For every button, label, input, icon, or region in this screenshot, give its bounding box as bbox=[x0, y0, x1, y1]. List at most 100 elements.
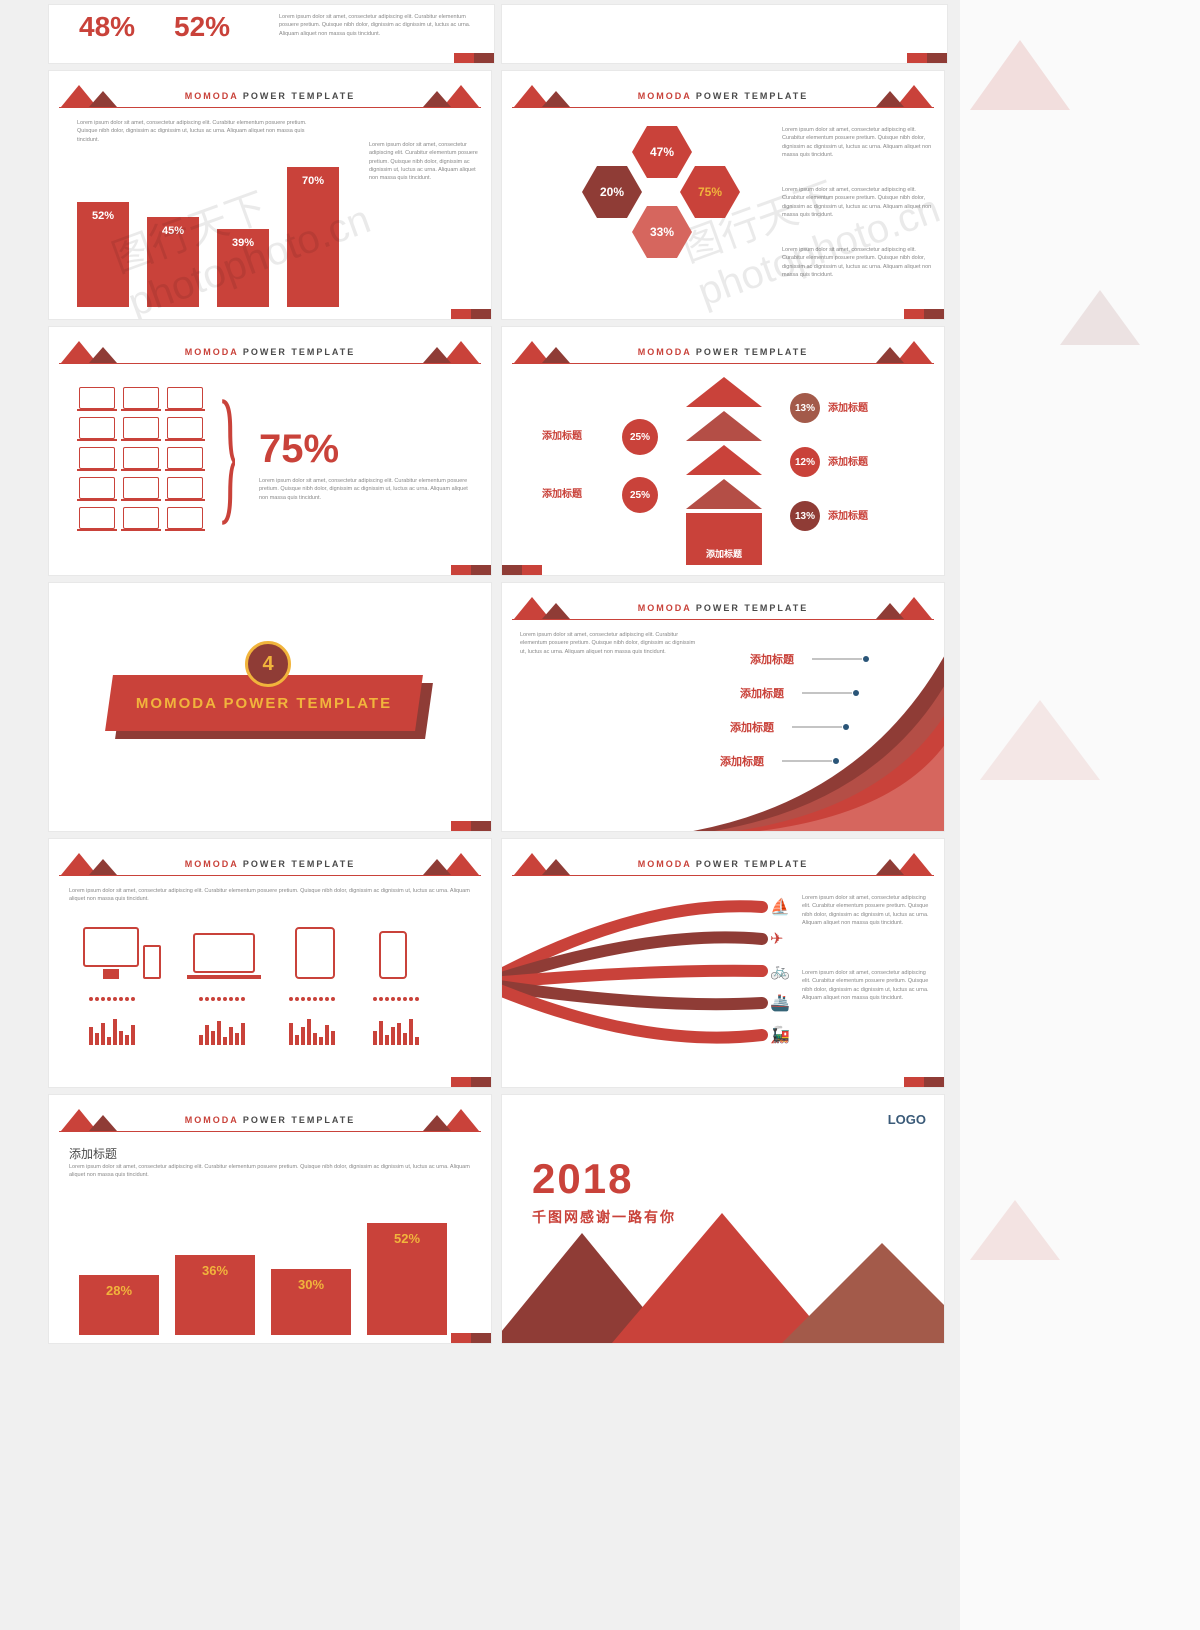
right-circle-1: 13% bbox=[790, 393, 820, 423]
laptop-icon bbox=[123, 417, 159, 439]
footer-tab bbox=[907, 53, 947, 63]
logo-text: LOGO bbox=[888, 1113, 926, 1127]
slide-title: MOMODA POWER TEMPLATE bbox=[49, 1115, 491, 1125]
mountain-header: MOMODA POWER TEMPLATE bbox=[49, 1103, 491, 1141]
mountain-header: MOMODA POWER TEMPLATE bbox=[49, 79, 491, 117]
dots bbox=[199, 997, 245, 1001]
lorem-text: Lorem ipsum dolor sit amet, consectetur … bbox=[259, 477, 471, 502]
bar: 70% bbox=[287, 167, 339, 307]
dots bbox=[289, 997, 335, 1001]
laptop-icon bbox=[123, 507, 159, 529]
bar: 45% bbox=[147, 217, 199, 307]
laptop-icon bbox=[167, 507, 203, 529]
dots bbox=[89, 997, 135, 1001]
bar-label: 52% bbox=[367, 1231, 447, 1246]
slide-grid: 48% 52% Lorem ipsum dolor sit amet, cons… bbox=[48, 0, 948, 1344]
bar-label: 36% bbox=[175, 1263, 255, 1278]
pct-right: 52% bbox=[174, 11, 230, 43]
laptop-icon bbox=[123, 447, 159, 469]
slide-title: MOMODA POWER TEMPLATE bbox=[49, 347, 491, 357]
laptop-icon bbox=[123, 387, 159, 409]
hexagon: 47% bbox=[632, 126, 692, 178]
laptop-icon bbox=[167, 417, 203, 439]
right-label-1: 添加标题 bbox=[828, 399, 868, 414]
phone-icon bbox=[379, 931, 407, 979]
lorem-text: Lorem ipsum dolor sit amet, consectetur … bbox=[802, 969, 932, 1002]
hexagon: 33% bbox=[632, 206, 692, 258]
bar-label: 39% bbox=[217, 237, 269, 249]
slide-arrow-circles: MOMODA POWER TEMPLATE 添加标题 25% 添加标题 25% … bbox=[501, 326, 945, 576]
right-label-2: 添加标题 bbox=[828, 453, 868, 468]
side-thumbnail-strip bbox=[960, 0, 1200, 1630]
footer-tab bbox=[451, 1077, 491, 1087]
slide-top-left: 48% 52% Lorem ipsum dolor sit amet, cons… bbox=[48, 4, 495, 64]
laptop-icon bbox=[167, 477, 203, 499]
right-circle-3: 13% bbox=[790, 501, 820, 531]
laptop-icon bbox=[193, 933, 255, 973]
slide-devices: MOMODA POWER TEMPLATE Lorem ipsum dolor … bbox=[48, 838, 492, 1088]
left-label-2: 添加标题 bbox=[542, 485, 582, 500]
section-badge: 4 bbox=[245, 641, 291, 687]
arrow-label: 添加标题 bbox=[686, 547, 762, 560]
lorem-text: Lorem ipsum dolor sit amet, consectetur … bbox=[369, 141, 479, 182]
tablet-icon bbox=[295, 927, 335, 979]
laptop-icon bbox=[79, 507, 115, 529]
slide-bar-chart-2: MOMODA POWER TEMPLATE 添加标题 Lorem ipsum d… bbox=[48, 1094, 492, 1344]
bar-label: 45% bbox=[147, 225, 199, 237]
subtitle: 添加标题 bbox=[69, 1145, 117, 1162]
footer-tab bbox=[904, 309, 944, 319]
laptop-icon bbox=[79, 417, 115, 439]
bar: 39% bbox=[217, 229, 269, 307]
footer-tab bbox=[451, 309, 491, 319]
bar: 36% bbox=[175, 1255, 255, 1335]
left-circle-2: 25% bbox=[622, 477, 658, 513]
laptop-icon bbox=[79, 387, 115, 409]
lorem-text: Lorem ipsum dolor sit amet, consectetur … bbox=[782, 126, 932, 159]
train-icon: 🚂 bbox=[770, 1025, 790, 1045]
lorem-text: Lorem ipsum dolor sit amet, consectetur … bbox=[77, 119, 311, 144]
slide-end: LOGO 2018 千图网感谢一路有你 bbox=[501, 1094, 945, 1344]
desktop-icon bbox=[83, 927, 139, 967]
bar: 30% bbox=[271, 1269, 351, 1335]
slide-title: MOMODA POWER TEMPLATE bbox=[502, 347, 944, 357]
lorem-text: Lorem ipsum dolor sit amet, consectetur … bbox=[782, 246, 932, 279]
lorem-text: Lorem ipsum dolor sit amet, consectetur … bbox=[782, 186, 932, 219]
right-circle-2: 12% bbox=[790, 447, 820, 477]
laptop-icon bbox=[79, 477, 115, 499]
lorem-text: Lorem ipsum dolor sit amet, consectetur … bbox=[279, 13, 482, 38]
bar-chart: 52% 45% 39% 70% bbox=[77, 157, 377, 307]
lorem-text: Lorem ipsum dolor sit amet, consectetur … bbox=[69, 1163, 471, 1180]
brace-icon bbox=[219, 387, 235, 537]
mountain-header: MOMODA POWER TEMPLATE bbox=[49, 847, 491, 885]
area-label-4: 添加标题 bbox=[720, 753, 764, 769]
footer-tab bbox=[904, 1077, 944, 1087]
bar-label: 52% bbox=[77, 210, 129, 222]
mountain-header: MOMODA POWER TEMPLATE bbox=[502, 335, 944, 373]
year: 2018 bbox=[532, 1155, 633, 1203]
mountain-header: MOMODA POWER TEMPLATE bbox=[49, 335, 491, 373]
laptop-icon bbox=[79, 447, 115, 469]
sailboat-icon: ⛵ bbox=[770, 897, 790, 917]
bicycle-icon: 🚲 bbox=[770, 961, 790, 981]
mini-bar-group bbox=[289, 1015, 335, 1045]
right-label-3: 添加标题 bbox=[828, 507, 868, 522]
area-label-3: 添加标题 bbox=[730, 719, 774, 735]
area-label-2: 添加标题 bbox=[740, 685, 784, 701]
mini-bar-group bbox=[373, 1015, 419, 1045]
left-circle-1: 25% bbox=[622, 419, 658, 455]
bar: 28% bbox=[79, 1275, 159, 1335]
laptop-icon bbox=[123, 477, 159, 499]
footer-tab bbox=[502, 565, 542, 575]
ship-icon: 🚢 bbox=[770, 993, 790, 1013]
bar-label: 30% bbox=[271, 1277, 351, 1292]
lorem-text: Lorem ipsum dolor sit amet, consectetur … bbox=[69, 887, 471, 904]
pct-left: 48% bbox=[79, 11, 135, 43]
slide-title: MOMODA POWER TEMPLATE bbox=[49, 91, 491, 101]
slide-title: MOMODA POWER TEMPLATE bbox=[49, 859, 491, 869]
desktop-tower-icon bbox=[143, 945, 161, 979]
slide-top-right bbox=[501, 4, 948, 64]
mini-bar-group bbox=[89, 1015, 135, 1045]
swoosh-lines bbox=[502, 839, 945, 1088]
slide-swoosh: MOMODA POWER TEMPLATE ⛵ ✈ 🚲 🚢 🚂 Lorem ip… bbox=[501, 838, 945, 1088]
laptop-icon bbox=[167, 447, 203, 469]
